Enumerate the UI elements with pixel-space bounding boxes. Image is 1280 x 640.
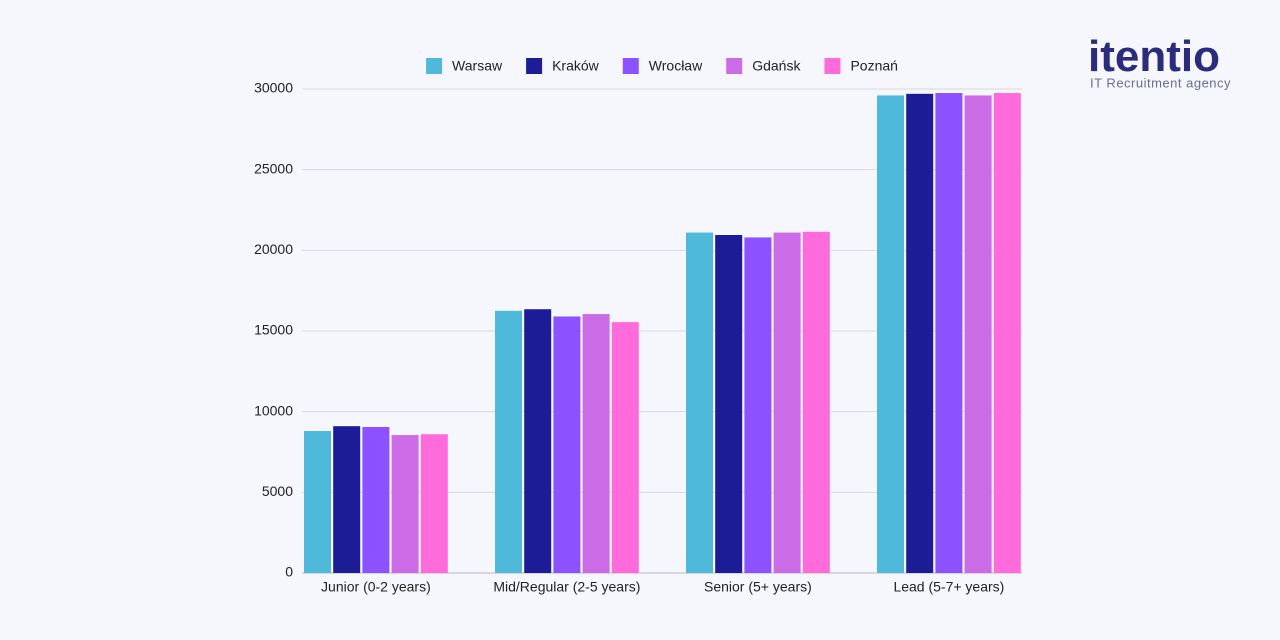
- legend-swatch: [426, 58, 443, 74]
- bar: [524, 309, 552, 573]
- x-tick-label: Lead (5-7+ years): [893, 579, 1004, 595]
- x-tick-label: Senior (5+ years): [704, 579, 812, 595]
- bar: [802, 231, 830, 573]
- legend-label: Gdańsk: [752, 58, 801, 74]
- bar: [935, 93, 963, 574]
- x-tick-label: Mid/Regular (2-5 years): [493, 579, 640, 595]
- logo-name: itentio: [1088, 32, 1220, 81]
- bar: [686, 232, 713, 573]
- x-tick-label: Junior (0-2 years): [321, 579, 431, 595]
- logo-tagline: IT Recruitment agency: [1090, 75, 1231, 90]
- bar: [964, 95, 992, 573]
- bar: [773, 232, 801, 573]
- bar: [553, 316, 581, 573]
- bar: [420, 434, 448, 573]
- y-tick-label: 25000: [254, 160, 293, 176]
- legend-label: Warsaw: [452, 58, 503, 74]
- bar: [304, 431, 331, 573]
- bar: [582, 314, 610, 573]
- bar: [333, 426, 361, 573]
- legend-swatch: [726, 58, 743, 74]
- bar: [906, 93, 934, 573]
- y-tick-label: 15000: [254, 322, 293, 338]
- legend-swatch: [622, 58, 639, 74]
- legend-label: Poznań: [850, 58, 897, 74]
- bar: [877, 95, 904, 573]
- y-tick-label: 5000: [262, 483, 293, 499]
- legend-swatch: [526, 58, 543, 74]
- bar: [362, 426, 390, 573]
- y-tick-label: 0: [285, 564, 293, 580]
- y-tick-label: 20000: [254, 241, 293, 257]
- bar: [611, 322, 639, 573]
- bar: [715, 235, 743, 574]
- bar: [744, 237, 772, 573]
- bar: [495, 310, 522, 573]
- y-tick-label: 10000: [254, 402, 293, 418]
- legend-label: Kraków: [552, 58, 600, 74]
- bar: [993, 93, 1021, 574]
- legend-swatch: [824, 58, 841, 74]
- bar: [391, 435, 419, 573]
- legend-label: Wrocław: [649, 58, 703, 74]
- y-tick-label: 30000: [254, 80, 293, 96]
